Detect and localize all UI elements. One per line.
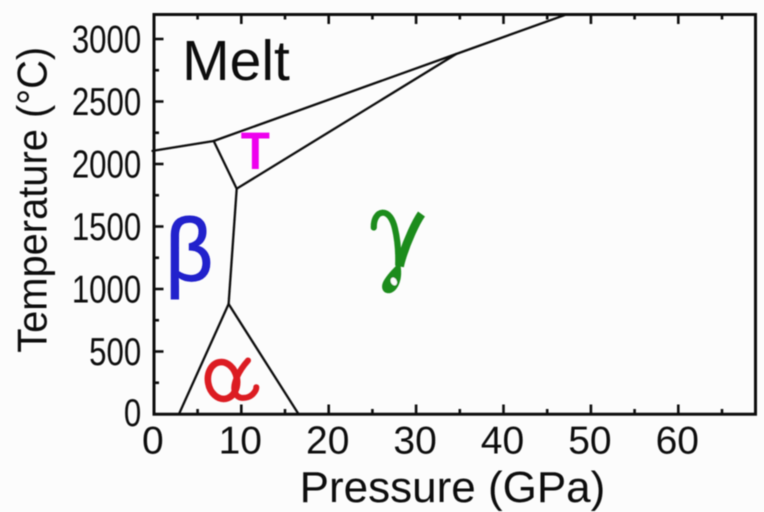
svg-text:20: 20: [306, 419, 349, 462]
svg-text:10: 10: [219, 419, 262, 462]
svg-text:40: 40: [481, 419, 524, 462]
svg-text:60: 60: [656, 419, 699, 462]
svg-text:50: 50: [568, 419, 611, 462]
svg-text:0: 0: [124, 392, 141, 435]
svg-text:1000: 1000: [72, 268, 141, 311]
svg-text:T: T: [241, 120, 270, 180]
svg-text:2500: 2500: [72, 81, 141, 124]
svg-text:1500: 1500: [72, 206, 141, 249]
svg-text:β: β: [166, 201, 214, 300]
svg-text:500: 500: [89, 331, 141, 374]
svg-text:0: 0: [142, 419, 164, 462]
svg-text:30: 30: [393, 419, 436, 462]
svg-text:3000: 3000: [72, 18, 141, 61]
svg-text:2000: 2000: [72, 143, 141, 186]
svg-text:Melt: Melt: [182, 29, 290, 93]
svg-text:Temperature (°C): Temperature (°C): [9, 47, 56, 353]
svg-text:Pressure (GPa): Pressure (GPa): [300, 463, 606, 512]
